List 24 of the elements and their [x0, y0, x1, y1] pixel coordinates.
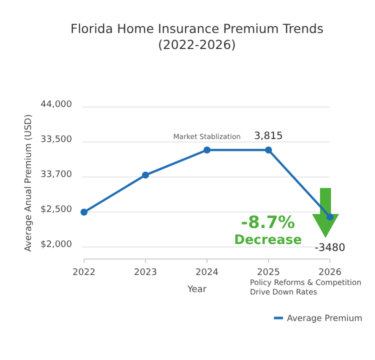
text: $2,500 [40, 205, 72, 215]
x-tick-label: 2024 [196, 268, 219, 278]
x-tick-label: 2022 [72, 268, 96, 278]
chart-subtitle: (2022-2026) [158, 37, 236, 52]
text: 44,000 [40, 100, 72, 110]
annotation: 3,815 [254, 131, 283, 142]
y-axis-title: Average Anual Premium (USD) [24, 114, 34, 252]
point [204, 146, 210, 154]
annotation: Decrease [234, 233, 302, 248]
annotation: -3480 [314, 242, 346, 254]
text: 33,500 [40, 135, 72, 145]
chart-title: Florida Home Insurance Premium Trends [70, 21, 324, 36]
text: 33,700 [40, 170, 72, 180]
x-tick-label: 2023 [134, 268, 157, 278]
legend-label: Average Premium [287, 314, 362, 324]
point [142, 172, 149, 179]
point [326, 214, 334, 221]
x-tick-label: 2025 [257, 268, 280, 278]
x-axis-title: Year [186, 285, 207, 295]
point [265, 146, 272, 154]
text: $2,000 [40, 240, 72, 250]
point [80, 208, 88, 216]
annotation: -8.7% [240, 213, 296, 233]
x-tick-label: 2026 [318, 268, 342, 278]
